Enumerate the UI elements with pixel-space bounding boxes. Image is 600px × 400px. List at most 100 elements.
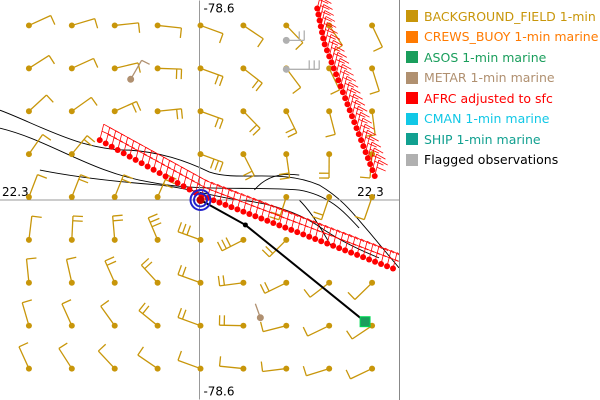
wind-barb <box>365 108 376 137</box>
wind-barb <box>137 346 161 372</box>
afrc-observation <box>330 229 347 249</box>
wind-barb <box>97 343 118 372</box>
legend-swatch <box>406 10 418 23</box>
latitude-label-right: 22.3 <box>357 185 384 199</box>
wind-barb <box>311 194 333 221</box>
wind-barb <box>154 22 183 39</box>
wind-barb <box>111 214 124 243</box>
afrc-observation <box>326 40 343 60</box>
coastline <box>0 127 360 229</box>
afrc-observation <box>353 111 370 132</box>
wind-barb <box>25 257 37 286</box>
afrc-observation <box>344 87 361 108</box>
wind-barb <box>260 361 290 373</box>
legend-label: CREWS_BUOY 1-min marine <box>424 29 599 45</box>
afrc-observation <box>216 186 233 206</box>
legend-item-background-field[interactable]: BACKGROUND_FIELD 1-min m <box>406 6 600 27</box>
wind-barb <box>283 108 298 138</box>
wind-barb <box>68 18 99 29</box>
legend-item-afrc[interactable]: AFRC adjusted to sfc <box>406 88 600 109</box>
afrc-observation <box>346 93 363 114</box>
wind-barb <box>25 94 54 115</box>
legend-label: AFRC adjusted to sfc <box>424 90 553 106</box>
wind-barb <box>111 22 141 33</box>
afrc-observation <box>316 4 333 24</box>
legend-item-asos[interactable]: ASOS 1-min marine <box>406 47 600 68</box>
wind-barb <box>279 151 291 180</box>
wind-barb <box>369 65 380 95</box>
wind-barb <box>216 236 247 252</box>
legend-item-crews-buoy[interactable]: CREWS_BUOY 1-min marine <box>406 27 600 48</box>
afrc-observation <box>335 63 352 84</box>
wind-barb <box>240 108 261 136</box>
wind-barb <box>25 174 48 200</box>
afrc-observation <box>348 236 365 256</box>
wind-barb <box>111 174 134 200</box>
afrc-observation <box>102 127 119 147</box>
wind-barb <box>177 265 204 286</box>
wind-barb <box>25 14 56 29</box>
asos-observation <box>359 316 371 328</box>
wind-barb <box>345 365 376 380</box>
afrc-observation <box>323 34 341 54</box>
wind-barb <box>58 342 75 372</box>
afrc-observation <box>351 105 368 126</box>
legend-item-cman[interactable]: CMAN 1-min marine <box>406 109 600 130</box>
afrc-observation <box>246 197 263 217</box>
wind-barb <box>21 299 32 329</box>
wind-barb <box>154 65 183 80</box>
wind-barb <box>61 299 75 329</box>
afrc-observation <box>333 58 350 78</box>
longitude-label-bottom: -78.6 <box>203 385 234 399</box>
wind-barb <box>68 96 98 115</box>
afrc-observation <box>342 81 359 102</box>
wind-barb <box>68 174 91 200</box>
wind-barb <box>68 135 96 158</box>
afrc-observation <box>349 99 366 120</box>
afrc-observation <box>321 28 338 48</box>
legend-label: BACKGROUND_FIELD 1-min m <box>424 8 600 24</box>
afrc-observation <box>369 153 386 174</box>
latitude-label-left: 22.3 <box>2 185 29 199</box>
coastline <box>0 109 399 269</box>
afrc-observation <box>364 141 382 162</box>
afrc-observation <box>337 69 354 90</box>
wind-barb <box>138 302 161 329</box>
legend-swatch <box>406 92 418 105</box>
afrc-observation <box>378 247 395 267</box>
wind-barb <box>347 279 376 300</box>
wind-barb <box>303 279 333 298</box>
wind-barb <box>25 215 42 243</box>
legend-item-ship[interactable]: SHIP 1-min marine <box>406 129 600 150</box>
wind-barb <box>111 100 142 115</box>
afrc-observation <box>384 249 399 270</box>
wind-barb <box>240 22 264 48</box>
wind-barb <box>18 342 32 372</box>
legend-swatch <box>406 153 418 166</box>
metar-observation-dot <box>127 75 135 83</box>
afrc-observation <box>371 159 388 180</box>
afrc-observation <box>315 0 332 18</box>
flagged-observation-dot <box>282 36 290 44</box>
afrc-observation <box>367 147 384 168</box>
wind-barb <box>240 65 263 92</box>
afrc-observation <box>156 156 173 177</box>
afrc-observation <box>314 0 329 12</box>
afrc-observation <box>362 135 379 156</box>
wind-barb <box>261 236 290 258</box>
wind-barb <box>154 108 184 120</box>
wind-barb <box>319 151 333 179</box>
wind-barb <box>68 57 99 72</box>
legend-swatch <box>406 71 418 84</box>
legend-item-flagged[interactable]: Flagged observations <box>406 150 600 171</box>
wind-barb <box>197 22 224 44</box>
wind-barb <box>25 133 52 158</box>
wind-barb <box>140 257 161 286</box>
legend-label: CMAN 1-min marine <box>424 111 550 127</box>
wind-barb <box>65 256 77 286</box>
wind-observation-map[interactable]: 22.3 22.3 -78.6 -78.6 <box>0 0 400 400</box>
legend-item-metar[interactable]: METAR 1-min marine <box>406 68 600 89</box>
metar-observations <box>127 59 264 322</box>
wind-barb <box>259 321 290 333</box>
wind-barb <box>197 108 224 130</box>
